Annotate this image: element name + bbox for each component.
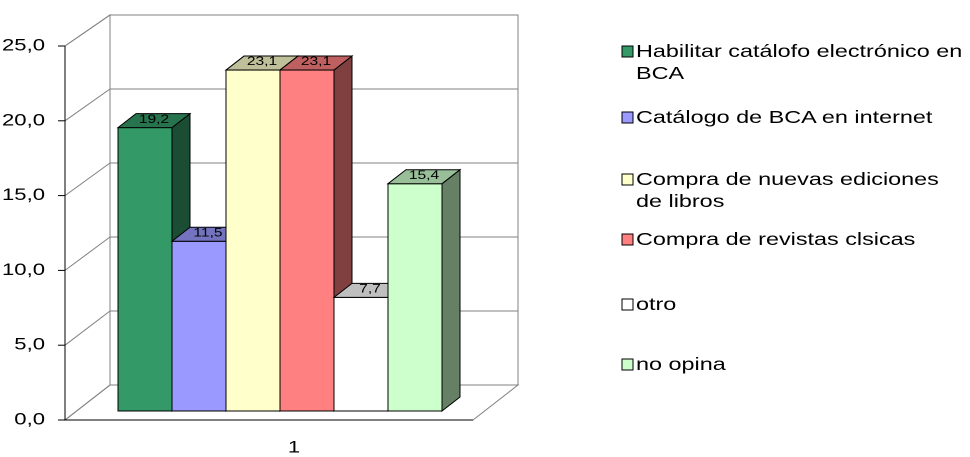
grid-line [64,88,111,122]
value-label: 15,4 [409,168,440,182]
y-tick-label: 15,0 [2,185,45,204]
legend-label: otro [636,294,676,314]
side-wall [64,14,111,422]
grid-line [64,310,111,346]
bar [387,183,443,412]
value-label: 23,1 [247,54,278,68]
legend-swatch [621,358,634,371]
bar-top [386,169,462,185]
bar [279,69,335,412]
bar [117,127,173,412]
legend-swatch [621,45,634,58]
grid-line [64,384,111,421]
legend-line: otro [636,294,676,314]
bar-top [278,55,354,71]
bar [333,296,389,412]
legend-swatch [621,111,634,124]
value-label: 19,2 [139,112,170,126]
legend-line: Catálogo de BCA en internet [636,107,933,127]
y-tick-label: 20,0 [2,111,45,130]
legend-swatch [621,173,634,186]
legend-swatch [621,298,634,311]
x-tick-label: 1 [288,438,300,457]
legend-label: no opina [636,354,726,374]
value-label: 23,1 [301,54,332,68]
legend-line: Habilitar catálofo electrónico en [636,41,962,61]
y-tick-label: 10,0 [2,260,45,279]
bar [171,240,227,412]
grid-line [64,162,111,197]
y-tick-label: 5,0 [14,335,45,354]
legend-line: Compra de revistas clsicas [636,229,915,249]
legend-label: Compra de revistas clsicas [636,229,915,249]
grid-line [64,14,111,47]
legend-line: Compra de nuevas ediciones [636,169,939,189]
bar-top [116,113,192,129]
legend-label: Habilitar catálofo electrónico en BCA [636,41,962,83]
grid-line [64,236,111,271]
legend-label: Catálogo de BCA en internet [636,107,933,127]
value-label: 7,7 [359,281,381,295]
bar-side [441,168,461,413]
bar [225,69,281,412]
legend-line: BCA [636,63,684,83]
y-tick-label: 25,0 [2,36,45,55]
value-label: 11,5 [193,225,222,239]
legend-label: Compra de nuevas ediciones de libros [636,169,939,211]
legend-swatch [621,233,634,246]
legend-line: de libros [636,191,724,211]
y-tick-label: 0,0 [14,410,45,429]
legend-line: no opina [636,354,726,374]
